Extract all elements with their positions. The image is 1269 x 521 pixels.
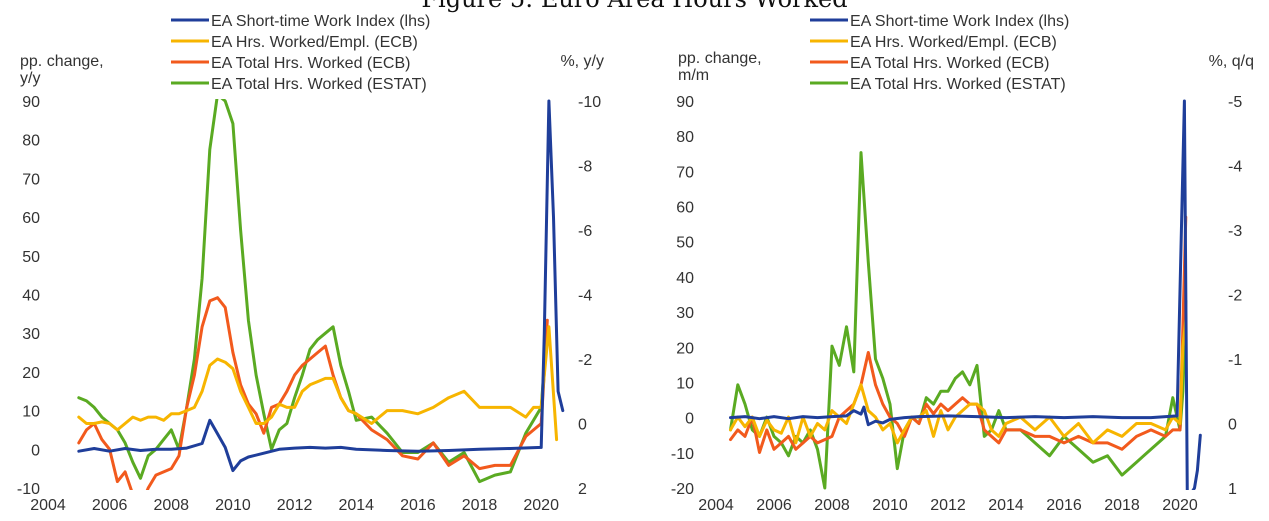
right-tick-label: -2 [578,352,592,369]
right-tick-label: -4 [1228,159,1242,176]
legend-label-stw: EA Short-time Work Index (lhs) [850,13,1069,30]
right-tick-label: -6 [578,223,592,240]
left-tick-label: 40 [676,270,694,287]
x-tick-label: 2008 [814,497,850,514]
left-tick-label: 20 [676,340,694,357]
legend-label-hpe: EA Hrs. Worked/Empl. (ECB) [850,34,1057,51]
x-tick-label: 2016 [1046,497,1082,514]
right-tick-label: 0 [578,417,587,434]
left-tick-label: 40 [22,288,40,305]
left-tick-label: 30 [676,305,694,322]
right-axis-label: %, q/q [1209,53,1254,70]
left-tick-label: -20 [671,481,694,498]
chart-svg: -20-10010203040506070809010-1-2-3-4-5200… [671,13,1254,514]
x-tick-label: 2006 [92,497,128,514]
x-tick-label: 2006 [756,497,792,514]
left-tick-label: 10 [676,375,694,392]
left-tick-label: 0 [685,411,694,428]
left-tick-label: 50 [676,235,694,252]
left-tick-label: 10 [22,404,40,421]
x-tick-label: 2012 [930,497,966,514]
chart-yy: -10 0 10 20 30 40 50 60 70 80 90 2 0 -2 -4 -6 -8 -10 2004 2… [0,0,634,516]
right-tick-label: -5 [1228,94,1242,111]
legend-label-th_ecb: EA Total Hrs. Worked (ECB) [850,55,1049,72]
right-tick-label: 1 [1228,481,1237,498]
series-line-th_estat [77,99,549,484]
left-tick-label: -10 [671,446,694,463]
left-tick-label: 60 [676,200,694,217]
right-tick-label: -3 [1228,223,1242,240]
left-tick-label: 50 [22,249,40,266]
x-tick-label: 2004 [30,497,66,514]
series-line-stw [729,99,1202,490]
left-tick-label: 20 [22,365,40,382]
left-tick-label: 60 [22,210,40,227]
plot-area [77,99,565,490]
right-tick-label: 2 [578,481,587,498]
series-line-th_ecb [77,296,549,490]
right-axis-label: %, y/y [560,53,604,70]
series-line-hpe [729,318,1188,445]
left-tick-label: 80 [22,133,40,150]
left-tick-label: 90 [22,94,40,111]
x-tick-label: 2008 [153,497,189,514]
legend-label-th_estat: EA Total Hrs. Worked (ESTAT) [211,76,427,93]
left-axis-label: m/m [678,67,709,84]
series-line-stw [77,99,565,473]
legend-label-th_ecb: EA Total Hrs. Worked (ECB) [211,55,410,72]
legend-label-hpe: EA Hrs. Worked/Empl. (ECB) [211,34,418,51]
left-tick-label: 30 [22,326,40,343]
legend-label-th_estat: EA Total Hrs. Worked (ESTAT) [850,76,1066,93]
left-axis-label: y/y [20,70,40,87]
x-tick-label: 2014 [988,497,1024,514]
x-tick-label: 2004 [698,497,734,514]
x-tick-label: 2020 [523,497,559,514]
left-axis-label: pp. change, [20,53,104,70]
x-tick-label: 2014 [338,497,374,514]
chart-mm: -20 -10 0 10 20 30 40 50 60 70 80 90 1 0 -1 -2 -3 -4 -5 200… [634,0,1269,516]
left-tick-label: 0 [31,442,40,459]
right-tick-label: -4 [578,288,592,305]
left-tick-label: 70 [676,164,694,181]
left-tick-label: -10 [17,481,40,498]
plot-area [729,99,1202,490]
figure-title: Figure 5: Euro Area Hours Worked [0,0,1269,13]
right-tick-label: -8 [578,159,592,176]
x-tick-label: 2020 [1162,497,1198,514]
x-tick-label: 2018 [1104,497,1140,514]
series-line-hpe [77,325,559,442]
legend-label-stw: EA Short-time Work Index (lhs) [211,13,430,30]
left-tick-label: 90 [676,94,694,111]
right-tick-label: -2 [1228,288,1242,305]
right-tick-label: -10 [578,94,601,111]
x-tick-label: 2018 [462,497,498,514]
left-axis-label: pp. change, [678,50,762,67]
x-tick-label: 2010 [872,497,908,514]
x-tick-label: 2016 [400,497,436,514]
left-tick-label: 80 [676,129,694,146]
right-tick-label: 0 [1228,417,1237,434]
x-tick-label: 2010 [215,497,251,514]
x-tick-label: 2012 [277,497,313,514]
right-tick-label: -1 [1228,352,1242,369]
left-tick-label: 70 [22,171,40,188]
